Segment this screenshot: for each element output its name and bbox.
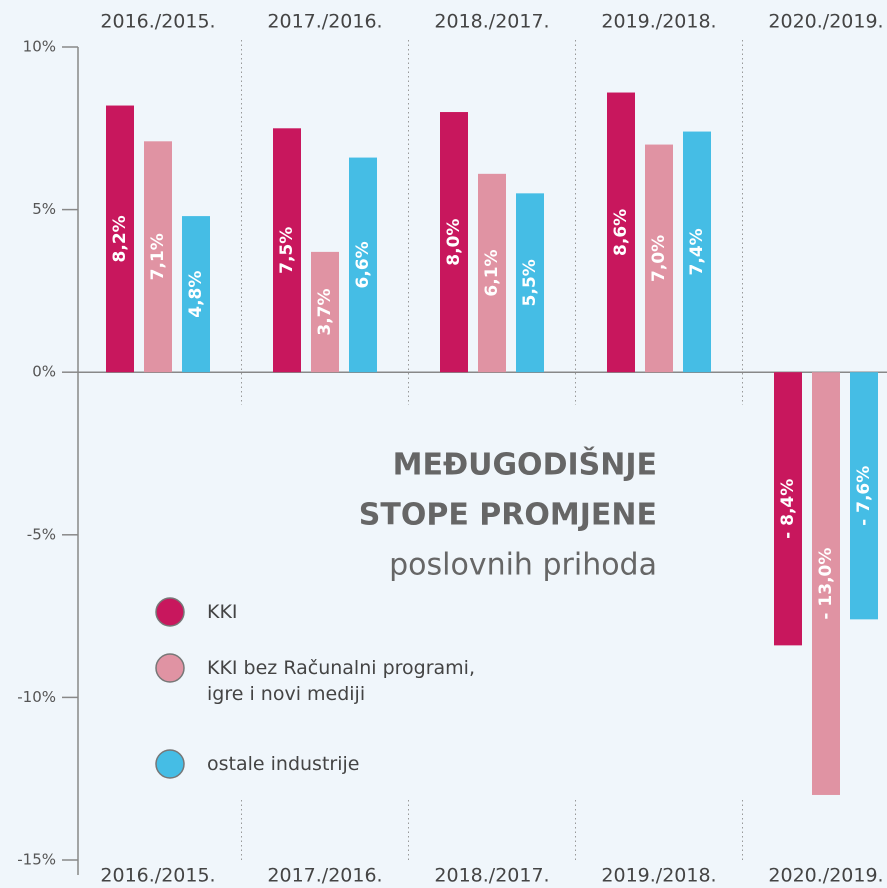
x-tick-label: 2020./2019.	[768, 11, 883, 33]
value-label: - 13,0%	[816, 548, 836, 620]
value-label: 7,5%	[277, 227, 297, 274]
legend-marker	[155, 653, 185, 683]
legend-label: KKI bez Računalni programi, igre i novi …	[207, 657, 475, 705]
value-label: - 8,4%	[778, 479, 798, 539]
bar	[607, 92, 635, 373]
value-label: 6,6%	[353, 241, 373, 288]
value-label: 6,1%	[482, 249, 502, 296]
bar	[311, 251, 339, 373]
chart-title: STOPE PROMJENE	[359, 498, 657, 533]
value-label: 4,8%	[186, 271, 206, 318]
legend-label: KKI	[207, 601, 238, 623]
x-tick-label: 2016./2015.	[100, 11, 215, 33]
bar	[349, 157, 377, 373]
value-label: 8,6%	[611, 209, 631, 256]
x-tick-label: 2019./2018.	[601, 11, 716, 33]
bar	[850, 372, 878, 620]
value-label: 7,1%	[148, 233, 168, 280]
bar	[144, 141, 172, 373]
chart-title: MEĐUGODIŠNJE	[393, 446, 657, 483]
value-label: 7,0%	[649, 235, 669, 282]
x-tick-label: 2018./2017.	[434, 865, 549, 887]
y-tick-label: -10%	[17, 688, 56, 706]
legend-marker	[155, 749, 185, 779]
value-label: 8,2%	[110, 215, 130, 262]
value-label: 7,4%	[687, 228, 707, 275]
bar	[440, 112, 468, 373]
y-tick-label: -5%	[27, 525, 56, 543]
value-label: - 7,6%	[854, 466, 874, 526]
legend-marker	[155, 597, 185, 627]
bar	[645, 144, 673, 373]
bar	[812, 372, 840, 795]
y-tick-label: 5%	[32, 200, 56, 218]
y-tick-label: 0%	[32, 363, 56, 381]
value-label: 8,0%	[444, 219, 464, 266]
x-tick-label: 2016./2015.	[100, 865, 215, 887]
x-tick-label: 2017./2016.	[267, 865, 382, 887]
value-label: 3,7%	[315, 288, 335, 335]
bar	[273, 128, 301, 373]
bar	[478, 173, 506, 373]
bar	[683, 131, 711, 373]
x-tick-label: 2017./2016.	[267, 11, 382, 33]
y-tick-label: 10%	[23, 38, 56, 56]
legend-label: ostale industrije	[207, 753, 360, 775]
x-tick-label: 2018./2017.	[434, 11, 549, 33]
value-label: 5,5%	[520, 259, 540, 306]
x-tick-label: 2019./2018.	[601, 865, 716, 887]
y-tick-label: -15%	[17, 851, 56, 869]
chart-subtitle: poslovnih prihoda	[389, 548, 657, 583]
x-tick-label: 2020./2019.	[768, 865, 883, 887]
bar	[182, 216, 210, 373]
bar	[774, 372, 802, 646]
bar	[106, 105, 134, 373]
bar	[516, 193, 544, 373]
